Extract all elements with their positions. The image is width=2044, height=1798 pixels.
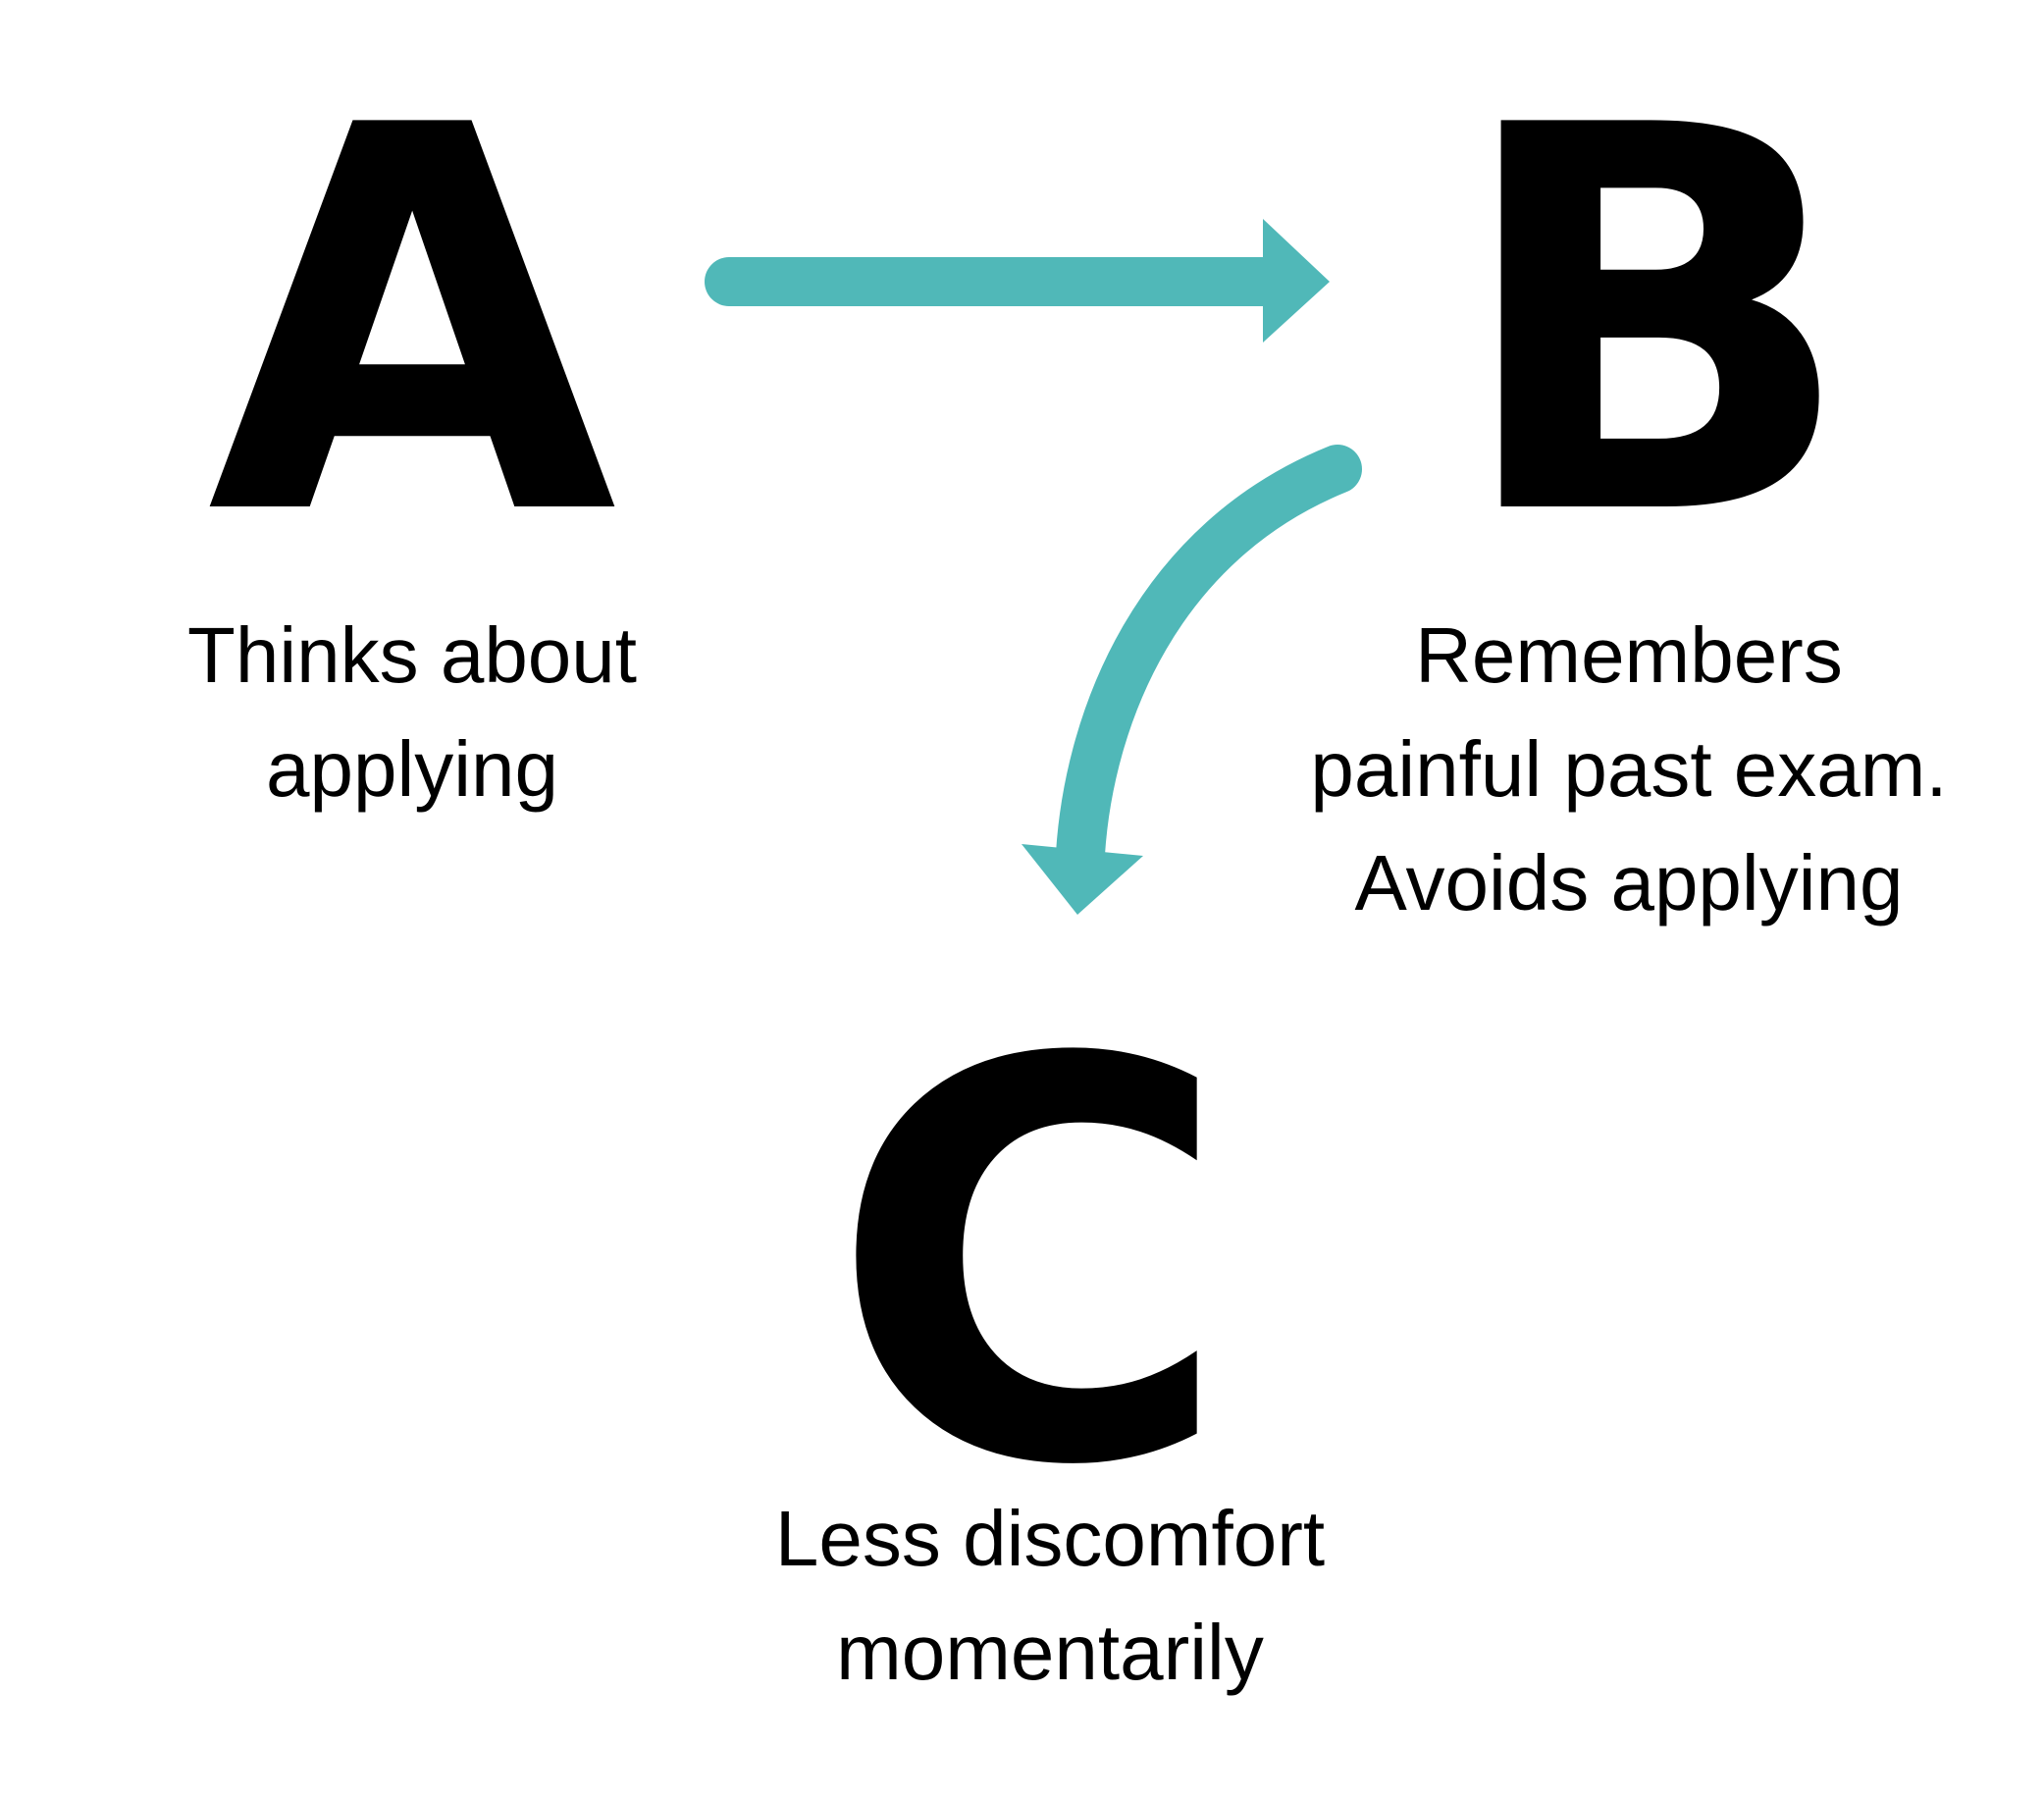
node-b-letter: B bbox=[1452, 16, 1857, 632]
caption-line: momentarily bbox=[836, 1609, 1264, 1696]
node-b-caption: Remembers painful past exam. Avoids appl… bbox=[1276, 599, 1982, 940]
caption-line: Remembers bbox=[1415, 611, 1843, 699]
node-a-caption: Thinks about applying bbox=[137, 599, 687, 826]
caption-line: Thinks about bbox=[186, 611, 638, 699]
caption-line: Less discomfort bbox=[774, 1495, 1326, 1582]
caption-line: painful past exam. bbox=[1310, 725, 1948, 813]
node-c-letter: C bbox=[828, 946, 1232, 1586]
caption-line: Avoids applying bbox=[1354, 839, 1904, 926]
node-a-letter: A bbox=[207, 16, 617, 632]
arrow-a-to-b bbox=[705, 219, 1330, 343]
arrow-b-to-c bbox=[1022, 445, 1362, 915]
caption-line: applying bbox=[265, 725, 558, 813]
node-c-caption: Less discomfort momentarily bbox=[707, 1482, 1393, 1710]
